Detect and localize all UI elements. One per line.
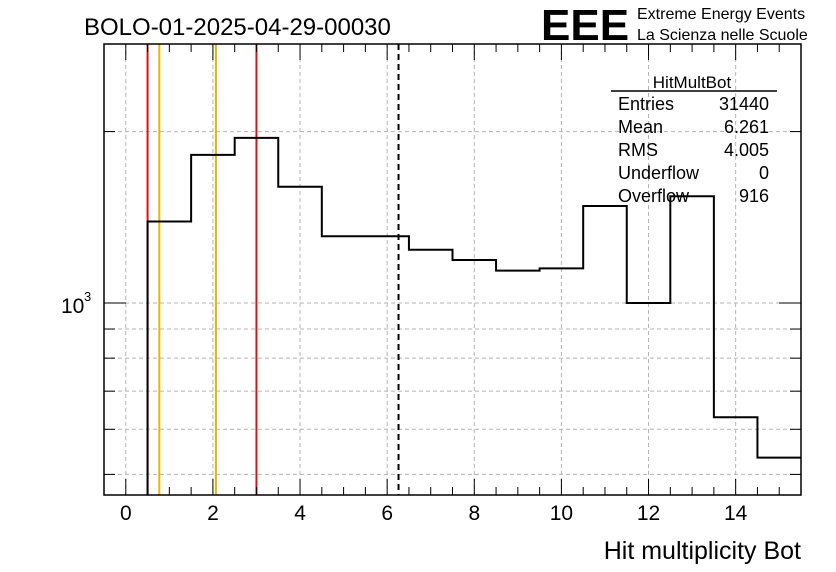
histogram-bin xyxy=(670,196,714,495)
stats-row-value: 6.261 xyxy=(724,117,769,137)
histogram-outline xyxy=(146,136,801,495)
x-tick-label: 8 xyxy=(468,502,480,525)
x-tick-label: 10 xyxy=(550,502,573,525)
y-tick-label-exponent: 3 xyxy=(84,289,91,304)
y-tick-label: 10 xyxy=(61,295,84,318)
histogram-bin xyxy=(540,268,584,495)
stats-rows: Entries 31440 Mean 6.261 RMS 4.005 Underflow 0 O… xyxy=(618,94,769,206)
histogram-bin xyxy=(278,187,322,495)
logo-line1: Extreme Energy Events xyxy=(637,6,805,23)
chart-title: BOLO-01-2025-04-29-00030 xyxy=(84,14,391,41)
histogram-bin xyxy=(148,222,192,495)
histogram-bin xyxy=(322,236,366,495)
stats-row-value: 31440 xyxy=(719,94,769,114)
stats-row-value: 0 xyxy=(759,163,769,183)
stats-row-label: Overflow xyxy=(618,186,690,206)
stats-box: HitMultBot Entries 31440 Mean 6.261 RMS 4.005… xyxy=(611,73,777,206)
grid-layer xyxy=(104,44,801,495)
x-tick-label: 2 xyxy=(207,502,219,525)
histogram-bin xyxy=(496,271,540,495)
histogram-layer xyxy=(146,136,801,495)
stats-row-label: Mean xyxy=(618,117,663,137)
x-tick-label: 12 xyxy=(637,502,660,525)
histogram-bin xyxy=(453,260,497,495)
axis-ticks xyxy=(104,44,801,495)
logo-mark: EEE xyxy=(541,1,629,50)
stats-row-value: 4.005 xyxy=(724,140,769,160)
x-tick-label: 0 xyxy=(120,502,132,525)
x-axis-title: Hit multiplicity Bot xyxy=(604,537,801,565)
x-tick-label: 6 xyxy=(381,502,393,525)
histogram-bin xyxy=(583,206,627,495)
stats-row-label: RMS xyxy=(618,140,658,160)
histogram-bin xyxy=(409,250,453,495)
logo-line2: La Scienza nelle Scuole xyxy=(637,27,808,44)
histogram-bin xyxy=(191,155,235,495)
stats-title: HitMultBot xyxy=(653,73,732,92)
stats-row-label: Entries xyxy=(618,94,674,114)
histogram-bin xyxy=(235,138,279,495)
stats-row-value: 916 xyxy=(739,186,769,206)
x-tick-label: 4 xyxy=(294,502,306,525)
histogram-bin xyxy=(365,236,409,495)
x-tick-label: 14 xyxy=(724,502,748,525)
histogram-bin xyxy=(627,303,671,495)
eee-logo: EEE Extreme Energy Events La Scienza nel… xyxy=(541,1,808,50)
stats-row-label: Underflow xyxy=(618,163,700,183)
